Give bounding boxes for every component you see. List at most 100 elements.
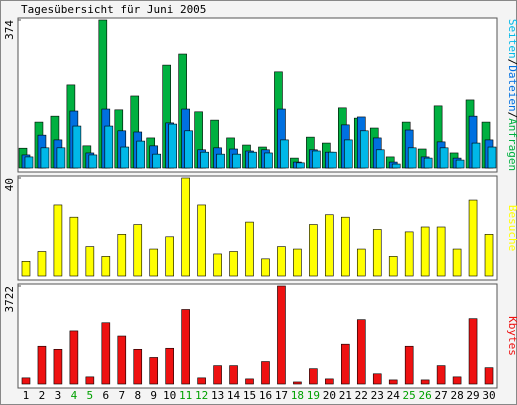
- bar: [53, 348, 63, 385]
- bar: [388, 256, 398, 277]
- bar: [232, 153, 241, 169]
- bar: [309, 368, 318, 385]
- x-tick-label: 11: [179, 389, 192, 402]
- bar: [423, 157, 433, 169]
- x-tick-label: 19: [307, 389, 320, 402]
- x-tick-label: 30: [482, 389, 495, 402]
- bar: [356, 248, 366, 277]
- bar: [69, 330, 79, 385]
- bar: [69, 216, 79, 277]
- bar: [391, 163, 401, 169]
- bar: [245, 221, 254, 277]
- bar: [56, 147, 66, 169]
- bar: [372, 373, 382, 385]
- x-tick-label: 9: [150, 389, 157, 402]
- bar: [296, 162, 305, 169]
- legend-entry: Besuche: [506, 205, 517, 251]
- x-tick-label: 15: [243, 389, 256, 402]
- bar: [484, 234, 494, 277]
- bar: [388, 379, 398, 385]
- bar: [328, 151, 337, 169]
- x-tick-label: 23: [371, 389, 384, 402]
- bar: [372, 229, 382, 277]
- bar: [325, 214, 334, 277]
- bar: [216, 153, 225, 169]
- bar: [24, 156, 34, 169]
- panel: [17, 17, 498, 173]
- bar: [101, 256, 111, 277]
- bar: [165, 236, 174, 277]
- bar: [312, 150, 321, 169]
- y-tick-label: 3722: [3, 286, 16, 313]
- x-tick-label: 20: [323, 389, 336, 402]
- bar: [404, 231, 414, 277]
- bar: [229, 251, 238, 277]
- bar: [72, 125, 82, 169]
- bar: [37, 251, 47, 277]
- bar: [37, 345, 47, 385]
- legend-entry: Kbytes: [506, 316, 517, 356]
- bar: [436, 226, 446, 277]
- bar: [420, 226, 430, 277]
- y-tick-label: 40: [3, 178, 16, 191]
- bar: [133, 348, 143, 385]
- bar: [104, 125, 114, 169]
- bar: [101, 322, 111, 385]
- bar: [149, 357, 159, 385]
- bar: [136, 140, 146, 169]
- bar: [420, 379, 430, 385]
- bar: [325, 378, 334, 385]
- legend: Seiten/Dateien/Anfragen: [506, 19, 517, 171]
- bar: [261, 361, 270, 385]
- legend-entry: Dateien: [506, 65, 517, 111]
- panel: [17, 283, 498, 389]
- bar: [181, 309, 190, 385]
- bar: [452, 376, 462, 385]
- x-tick-label: 18: [291, 389, 304, 402]
- bar: [375, 149, 385, 169]
- bar: [21, 260, 31, 277]
- chart-title: Tagesübersicht für Juni 2005: [21, 3, 206, 16]
- bar: [53, 204, 63, 277]
- bar: [309, 224, 318, 277]
- x-tick-label: 26: [419, 389, 432, 402]
- x-tick-label: 24: [387, 389, 401, 402]
- bar: [229, 365, 238, 385]
- x-tick-label: 28: [450, 389, 463, 402]
- bar: [168, 123, 177, 169]
- x-tick-label: 8: [134, 389, 141, 402]
- bar: [264, 152, 273, 169]
- x-tick-label: 12: [195, 389, 208, 402]
- x-tick-label: 14: [227, 389, 241, 402]
- bar: [248, 151, 257, 169]
- bar: [277, 285, 286, 385]
- x-tick-label: 22: [355, 389, 368, 402]
- bar: [341, 216, 350, 277]
- x-tick-label: 21: [339, 389, 352, 402]
- bar: [468, 199, 478, 277]
- bar: [197, 377, 206, 385]
- bar: [40, 147, 50, 169]
- bar: [117, 335, 127, 385]
- bar: [197, 204, 206, 277]
- bar: [200, 151, 209, 169]
- bar: [452, 248, 462, 277]
- bar: [85, 376, 95, 385]
- y-tick-label: 374: [3, 20, 16, 40]
- bar: [455, 159, 465, 169]
- x-tick-label: 4: [71, 389, 78, 402]
- x-tick-label: 13: [211, 389, 224, 402]
- x-tick-label: 2: [39, 389, 46, 402]
- bar: [277, 246, 286, 277]
- bar: [341, 343, 350, 385]
- bar: [280, 139, 289, 169]
- bar: [213, 365, 222, 385]
- bar: [184, 130, 193, 169]
- bar: [245, 378, 254, 385]
- x-tick-label: 17: [275, 389, 288, 402]
- bar: [261, 258, 270, 277]
- bar: [149, 248, 159, 277]
- bar: [133, 224, 143, 277]
- bar: [293, 248, 302, 277]
- x-tick-label: 6: [103, 389, 110, 402]
